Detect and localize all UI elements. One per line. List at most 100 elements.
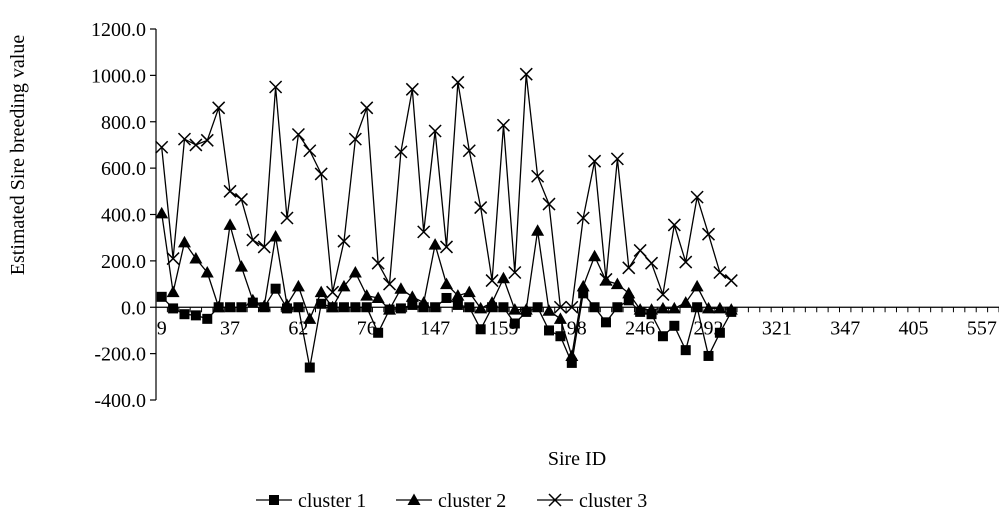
data-point (679, 255, 693, 269)
data-point (177, 235, 191, 248)
y-tick-label: 600.0 (101, 158, 146, 180)
data-point (326, 300, 340, 313)
x-axis-label: Sire ID (548, 448, 606, 470)
data-point (257, 299, 271, 312)
data-point (702, 301, 716, 314)
data-point (656, 301, 670, 314)
x-tick-label: 557 (967, 317, 997, 339)
data-point (269, 230, 283, 242)
y-axis-label: Estimated Sire breeding value (7, 35, 29, 276)
x-tick-label: 405 (899, 317, 929, 339)
data-point (293, 302, 304, 313)
data-point (713, 265, 727, 279)
data-point (496, 118, 510, 132)
data-point (555, 331, 566, 342)
data-point (417, 225, 431, 239)
data-point (348, 265, 362, 278)
data-point (200, 265, 214, 278)
data-point (544, 325, 555, 336)
data-point (395, 303, 406, 314)
data-point (155, 206, 169, 219)
data-point (600, 317, 611, 328)
data-point (314, 167, 328, 181)
legend: cluster 1 cluster 2 cluster 3 (256, 490, 647, 512)
data-point (667, 218, 681, 232)
x-tick-label: 159 (488, 317, 518, 339)
data-point (246, 233, 260, 247)
data-point (360, 101, 374, 115)
x-tick-label: 198 (557, 317, 587, 339)
data-point (405, 82, 419, 96)
data-point (452, 299, 463, 310)
data-point (223, 184, 237, 198)
data-point (280, 298, 294, 310)
data-point (703, 350, 714, 361)
data-point (236, 302, 247, 313)
data-point (168, 303, 179, 314)
data-point (202, 313, 213, 324)
data-point (451, 289, 465, 301)
data-point (371, 256, 385, 270)
data-point (246, 293, 260, 306)
data-point (553, 312, 567, 324)
data-point (701, 227, 716, 241)
data-point (337, 279, 351, 292)
data-point (645, 303, 659, 315)
data-point (189, 252, 203, 264)
data-point (542, 197, 556, 211)
data-point (280, 211, 294, 225)
y-tick-label: 400.0 (101, 205, 146, 227)
legend-marker (269, 495, 279, 505)
data-point (588, 249, 602, 262)
data-point (394, 145, 408, 159)
data-point (439, 240, 454, 254)
data-point (394, 282, 408, 294)
data-point (291, 279, 305, 292)
data-point (405, 290, 419, 302)
data-point (303, 144, 317, 158)
data-point (714, 327, 725, 338)
data-point (578, 288, 589, 299)
data-point (462, 285, 476, 298)
x-tick-label: 37 (220, 317, 240, 339)
data-point (166, 285, 180, 298)
data-point (371, 291, 385, 303)
data-point (657, 331, 668, 342)
series-cluster-3 (155, 67, 738, 314)
legend-label: cluster 1 (298, 490, 366, 512)
data-point (645, 256, 659, 270)
data-point (496, 271, 510, 284)
data-point (485, 274, 499, 288)
data-point (316, 298, 327, 309)
data-point (303, 312, 317, 324)
data-point (588, 154, 602, 168)
data-point (177, 132, 192, 146)
data-point (166, 252, 180, 266)
data-point (451, 75, 465, 89)
x-tick-label: 347 (830, 317, 860, 339)
data-point (407, 299, 418, 310)
data-point (724, 303, 738, 315)
data-point (622, 286, 636, 299)
data-point (680, 345, 691, 356)
data-point (589, 302, 600, 313)
data-point (633, 303, 647, 315)
data-point (360, 289, 374, 301)
data-point (464, 302, 475, 313)
data-point (519, 67, 533, 81)
data-point (348, 132, 362, 146)
data-point (326, 285, 340, 299)
y-tick-label: 1000.0 (91, 65, 146, 87)
x-tick-label: 246 (625, 317, 655, 339)
data-point (383, 277, 397, 291)
data-point (200, 133, 214, 147)
plot-area (155, 67, 738, 373)
data-point (270, 283, 281, 294)
data-point (225, 302, 236, 313)
x-tick-label: 62 (288, 317, 308, 339)
data-point (430, 302, 441, 313)
data-point (223, 218, 237, 230)
data-point (156, 291, 167, 302)
data-point (475, 324, 486, 335)
